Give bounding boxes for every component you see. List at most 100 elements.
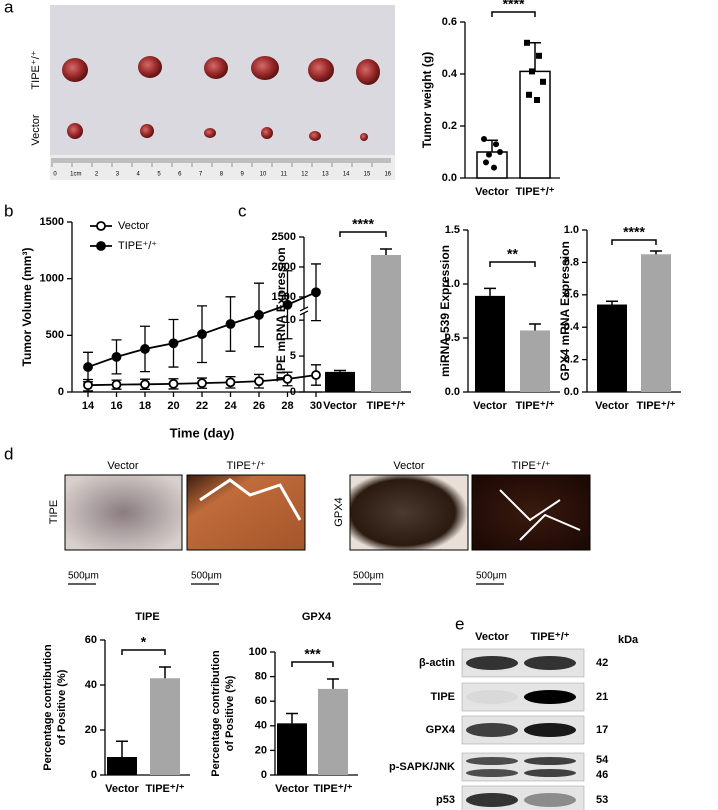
y-tick-label: 1.0 xyxy=(445,278,460,290)
ruler-label: 4 xyxy=(137,172,141,178)
y-tick-label: 100 xyxy=(249,646,267,658)
blot-band xyxy=(524,690,576,704)
data-point xyxy=(225,377,236,388)
y-tick-label: 2500 xyxy=(272,231,296,243)
error-bar xyxy=(116,740,128,757)
blot-row-label: GPX4 xyxy=(426,724,456,736)
row-label: Vector xyxy=(30,114,42,146)
blot-band xyxy=(466,690,518,704)
y-tick-label: 0.2 xyxy=(564,354,579,366)
data-point xyxy=(111,379,122,390)
data-point xyxy=(483,159,489,166)
bar xyxy=(475,295,505,392)
data-point xyxy=(536,52,542,59)
data-point xyxy=(111,351,122,362)
data-point xyxy=(83,362,93,372)
data-point xyxy=(481,136,487,142)
x-axis-label: Time (day) xyxy=(170,425,235,440)
column-label: Vector xyxy=(107,460,139,472)
data-point xyxy=(140,379,150,390)
y-tick-label: 5 xyxy=(290,350,296,362)
western-blot xyxy=(461,648,585,810)
significance-bracket xyxy=(121,649,166,655)
legend-marker xyxy=(96,241,106,251)
y-tick-label: 0.0 xyxy=(445,386,460,398)
data-point xyxy=(524,39,530,46)
column-label: Vector xyxy=(393,460,425,472)
ruler-label: 5 xyxy=(157,172,161,178)
error-bar xyxy=(529,42,541,72)
lane-label: TIPE⁺/⁺ xyxy=(530,631,569,643)
scale-label: 500μm xyxy=(68,571,99,582)
y-tick-label: 0.8 xyxy=(564,256,579,268)
x-tick-label: Vector xyxy=(475,186,509,198)
ruler-label: 3 xyxy=(116,172,120,178)
significance-bracket xyxy=(339,231,387,237)
y-tick-label: 80 xyxy=(255,671,267,683)
x-tick-label: 16 xyxy=(110,400,122,412)
y-tick-label: 0.6 xyxy=(442,16,457,28)
significance-bracket xyxy=(491,11,536,17)
x-tick-label: 20 xyxy=(167,400,179,412)
error-bar xyxy=(380,248,392,255)
panel-label: a xyxy=(4,0,14,16)
significance-bracket xyxy=(489,261,536,267)
bar xyxy=(519,70,551,179)
axis-line xyxy=(299,310,309,316)
blot-row-label: p-SAPK/JNK xyxy=(389,761,455,773)
blot-band xyxy=(524,757,576,765)
x-tick-label: TIPE⁺/⁺ xyxy=(515,400,554,412)
data-point xyxy=(197,378,207,389)
bar xyxy=(520,330,550,392)
axis-line xyxy=(299,306,309,312)
y-tick-label: 2000 xyxy=(272,261,296,273)
error-bar xyxy=(486,139,498,152)
x-tick-label: Vector xyxy=(275,783,309,795)
x-tick-label: 28 xyxy=(281,400,293,412)
data-point xyxy=(254,310,264,320)
data-point xyxy=(197,329,207,340)
x-tick-label: 18 xyxy=(139,400,151,412)
ruler-label: 8 xyxy=(220,172,224,178)
ruler-label: 16 xyxy=(384,172,391,178)
bar xyxy=(597,304,627,392)
data-point xyxy=(225,319,236,329)
ruler-label: 12 xyxy=(301,172,308,178)
blot-band xyxy=(524,723,576,737)
error-bar xyxy=(484,287,496,296)
significance-label: **** xyxy=(623,224,645,240)
data-point xyxy=(254,376,264,387)
y-tick-label: 0.5 xyxy=(445,332,460,344)
y-axis-label: Tumor Volume (mm³) xyxy=(20,248,34,367)
error-bar xyxy=(606,300,618,305)
y-tick-label: 0 xyxy=(290,386,296,398)
x-tick-label: 26 xyxy=(253,400,265,412)
y-tick-label: 40 xyxy=(255,720,267,732)
column-label: TIPE⁺/⁺ xyxy=(511,460,550,472)
bar xyxy=(318,688,348,775)
blot-band xyxy=(466,769,518,777)
data-point xyxy=(540,78,546,85)
y-tick-label: 0 xyxy=(261,769,267,781)
data-point xyxy=(529,68,535,75)
panel-label: d xyxy=(4,444,13,463)
row-label: TIPE xyxy=(48,500,60,524)
x-tick-label: 24 xyxy=(224,400,237,412)
ruler-label: 11 xyxy=(281,172,288,178)
y-axis-label: Percentage contribution xyxy=(42,644,54,771)
legend-label: Vector xyxy=(118,220,150,232)
significance-label: *** xyxy=(304,646,321,662)
scale-label: 500μm xyxy=(191,571,222,582)
chart-title: GPX4 xyxy=(302,611,332,623)
blot-kda: 21 xyxy=(596,691,608,703)
significance-bracket xyxy=(291,661,334,667)
lane-label: Vector xyxy=(475,631,509,643)
x-tick-label: TIPE⁺/⁺ xyxy=(636,400,675,412)
panel-label: e xyxy=(455,614,464,633)
blot-kda: 17 xyxy=(596,724,608,736)
y-tick-label: 1000 xyxy=(40,273,64,285)
ruler-label: 10 xyxy=(260,172,267,178)
x-tick-label: TIPE⁺/⁺ xyxy=(515,186,554,198)
blot-band xyxy=(466,723,518,737)
ruler-label: 7 xyxy=(199,172,203,178)
